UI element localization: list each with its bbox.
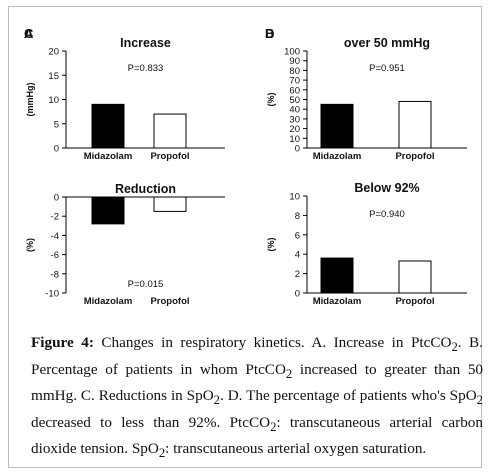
- y-tick-label: 0: [54, 193, 59, 204]
- y-tick-label: 6: [295, 230, 300, 241]
- y-tick-label: 0: [295, 289, 300, 300]
- caption-segment: . D. The percentage of patients who's Sp…: [220, 387, 477, 405]
- category-label: Midazolam: [313, 296, 362, 307]
- caption-segment: increased to greater than 50 mmHg. C. Re…: [31, 360, 484, 405]
- y-axis-label: (%): [266, 93, 276, 107]
- p-value-annotation: P=0.015: [128, 279, 164, 290]
- panel-letter: B: [265, 26, 274, 41]
- bar-midazolam: [91, 103, 125, 149]
- y-tick-label: 10: [289, 134, 300, 145]
- caption-label: Figure 4:: [31, 334, 94, 351]
- y-tick-label: 10: [289, 192, 300, 203]
- y-tick-label: -10: [45, 289, 59, 300]
- y-tick-label: -6: [51, 250, 59, 261]
- caption-segment: decreased to less than 92%. PtcCO: [31, 413, 271, 431]
- caption-subscript: 2: [270, 419, 277, 434]
- y-tick-label: 8: [295, 211, 300, 222]
- panel-title: Reduction: [115, 182, 176, 196]
- y-tick-label: 4: [295, 250, 300, 261]
- category-label: Midazolam: [84, 151, 133, 162]
- panel-letter: A: [24, 26, 34, 41]
- y-axis-label: (mmHg): [25, 83, 35, 117]
- y-tick-label: 20: [48, 47, 59, 58]
- bar-propofol: [398, 260, 432, 294]
- caption-segment: : transcutaneous arterial oxygen saturat…: [165, 440, 427, 458]
- y-tick-label: 2: [295, 269, 300, 280]
- p-value-annotation: P=0.951: [369, 63, 405, 74]
- bar-propofol: [153, 196, 187, 212]
- y-tick-label: 90: [289, 56, 300, 67]
- p-value-annotation: P=0.833: [128, 63, 164, 74]
- figure-frame: A Increase (mmHg) 0 5 10 15 20 Midazolam Propofol…: [8, 6, 483, 468]
- y-tick-label: 20: [289, 124, 300, 135]
- y-tick-label: 5: [54, 119, 59, 130]
- caption-segment: : transcutaneous arterial carbon dioxide…: [31, 413, 483, 458]
- panel-title: Below 92%: [354, 181, 419, 195]
- caption-subscript: 2: [451, 340, 458, 355]
- y-tick-label: 100: [284, 47, 300, 58]
- caption-subscript: 2: [158, 446, 166, 461]
- bar-propofol: [153, 113, 187, 149]
- caption-subscript: 2: [476, 393, 483, 408]
- y-tick-label: 30: [289, 114, 300, 125]
- bar-midazolam: [91, 196, 125, 225]
- y-tick-label: 50: [289, 95, 300, 106]
- y-axis-label: (%): [266, 238, 276, 252]
- panel-letter: C: [24, 26, 34, 41]
- y-tick-label: 0: [295, 144, 300, 155]
- bar-propofol: [398, 100, 432, 149]
- panel-title: over 50 mmHg: [344, 36, 430, 50]
- y-tick-label: 0: [54, 144, 59, 155]
- panel-letter: D: [265, 26, 274, 41]
- y-tick-label: -4: [51, 231, 59, 242]
- caption-subscript: 2: [213, 393, 220, 408]
- category-label: Propofol: [395, 151, 434, 162]
- y-tick-label: 60: [289, 85, 300, 96]
- category-label: Propofol: [150, 296, 189, 307]
- y-tick-label: 10: [48, 95, 59, 106]
- figure-caption: Figure 4: Changes in respiratory kinetic…: [31, 332, 483, 465]
- caption-segment: . B. Percentage of patients in whom PtcC…: [31, 334, 483, 378]
- panel-title: Increase: [120, 36, 171, 50]
- category-label: Propofol: [395, 296, 434, 307]
- caption-subscript: 2: [285, 366, 293, 381]
- category-label: Propofol: [150, 151, 189, 162]
- y-tick-label: -8: [51, 269, 59, 280]
- caption-text: Changes in respiratory kinetics. A. Incr…: [31, 334, 484, 461]
- p-value-annotation: P=0.940: [369, 209, 405, 220]
- category-label: Midazolam: [313, 151, 362, 162]
- y-axis-label: (%): [25, 238, 35, 252]
- category-label: Midazolam: [84, 296, 133, 307]
- y-tick-label: -2: [51, 212, 59, 223]
- bar-midazolam: [320, 103, 354, 149]
- y-tick-label: 80: [289, 66, 300, 77]
- y-tick-label: 70: [289, 76, 300, 87]
- caption-segment: Changes in respiratory kinetics. A. Incr…: [93, 334, 452, 351]
- y-tick-label: 40: [289, 105, 300, 116]
- bar-midazolam: [320, 257, 354, 294]
- y-tick-label: 15: [48, 71, 59, 82]
